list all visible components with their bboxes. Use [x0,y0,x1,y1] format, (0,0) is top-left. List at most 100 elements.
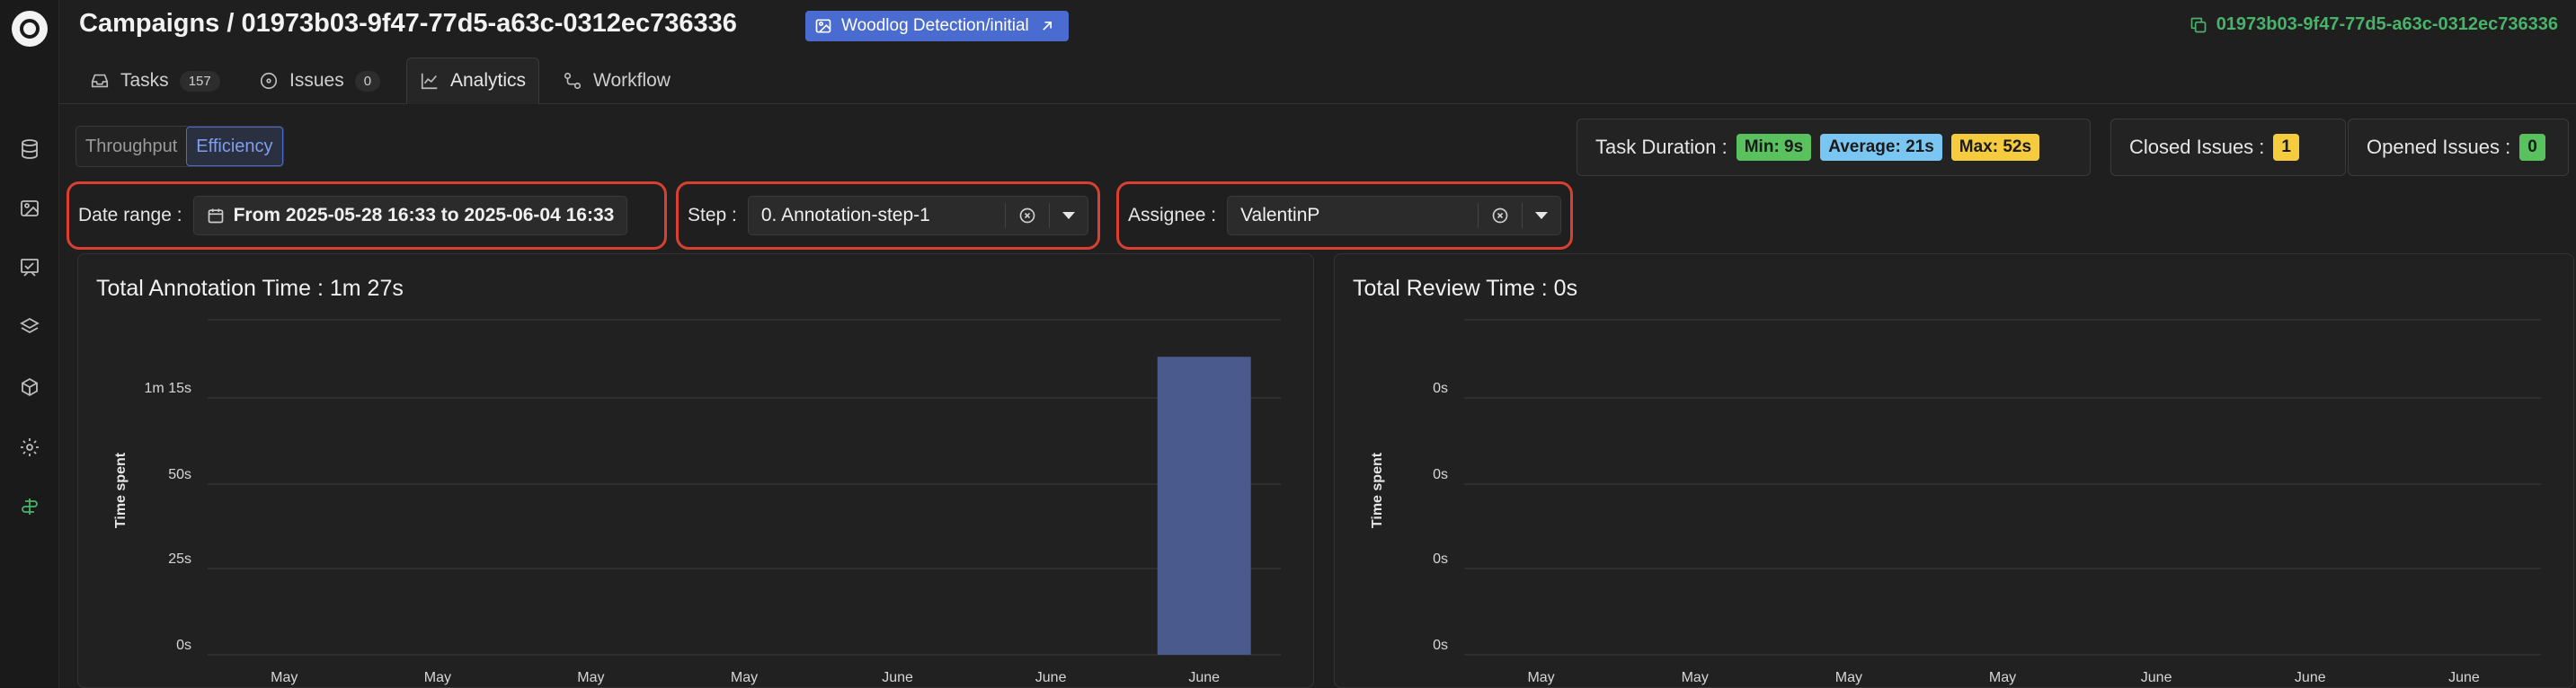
x-tick-label: June [2295,670,2326,685]
images-icon[interactable] [17,196,42,221]
tab-label: Workflow [593,70,671,91]
view-toggle: Throughput Efficiency [76,126,284,167]
divider [1522,203,1523,228]
opened-issues-count: 0 [2519,134,2545,161]
closed-issues-stat: Closed Issues : 1 [2110,119,2346,176]
layers-icon[interactable] [17,314,42,340]
sidebar [0,0,59,688]
annotation-time-chart: 0s 25s 50s 1m 15s Time spent May May May May June… [113,319,1281,685]
chart-title: Total Annotation Time : 1m 27s [96,276,404,301]
bar [1157,357,1251,655]
divider [1478,203,1479,228]
assignee-select[interactable]: ValentinP [1227,196,1561,235]
closed-issues-count: 1 [2273,134,2299,161]
y-tick-label: 25s [168,551,191,567]
x-tick-label: May [577,670,604,685]
tab-bar: Tasks 157 Issues 0 Analytics Workflow [59,54,2576,104]
assignee-select-controls [1478,203,1548,228]
date-range-label: Date range : [78,205,182,225]
review-time-card: Total Review Time : 0s 0s 0s 0s 0s Time spen… [1334,253,2574,688]
inbox-icon [91,74,109,88]
tab-workflow[interactable]: Workflow [550,57,683,104]
clear-icon[interactable] [1491,207,1509,225]
issue-icon [260,72,278,90]
page-title: Campaigns / 01973b03-9f47-77d5-a63c-0312… [79,9,737,38]
logo[interactable] [12,11,48,47]
x-tick-label: June [1188,670,1220,685]
workflow-icon [564,72,582,90]
divider [1005,203,1006,228]
x-tick-label: May [424,670,451,685]
date-range-value: From 2025-05-28 16:33 to 2025-06-04 16:3… [233,205,615,225]
task-duration-stat: Task Duration : Min: 9s Average: 21s Max… [1577,119,2091,176]
opened-issues-stat: Opened Issues : 0 [2348,119,2569,176]
tab-label: Issues [289,70,344,91]
y-tick-label: 0s [1433,638,1448,653]
dataset-badge-link[interactable]: Woodlog Detection/initial [805,11,1069,41]
toggle-throughput[interactable]: Throughput [85,136,178,156]
dataset-badge-label: Woodlog Detection/initial [841,16,1029,35]
copy-id-button[interactable]: 01973b03-9f47-77d5-a63c-0312ec736336 [2190,14,2558,35]
review-time-chart: 0s 0s 0s 0s Time spent May May May May June June Ju… [1370,319,2541,685]
step-label: Step : [688,205,737,225]
x-tick-label: June [1035,670,1067,685]
average-duration-badge: Average: 21s [1820,134,1942,161]
y-tick-label: 1m 15s [145,381,191,396]
assignee-label: Assignee : [1128,205,1217,225]
datasets-icon[interactable] [17,137,42,162]
tab-count: 0 [354,70,381,92]
chevron-down-icon[interactable] [1062,212,1075,219]
date-range-filter: Date range : From 2025-05-28 16:33 to 20… [67,181,667,250]
calendar-icon [208,208,223,224]
x-tick-label: May [1835,670,1862,685]
chart-line-icon [421,73,438,90]
y-tick-label: 0s [1433,467,1448,482]
x-tick-label: May [271,670,298,685]
x-tick-label: June [2448,670,2480,685]
y-tick-label: 0s [1433,551,1448,567]
y-axis-label: Time spent [1370,452,1385,528]
y-tick-label: 50s [168,467,191,482]
step-select-controls [1005,203,1075,228]
tab-count: 157 [179,70,220,92]
deploy-icon[interactable] [17,494,42,519]
models-icon[interactable] [17,375,42,401]
min-duration-badge: Min: 9s [1736,134,1812,161]
x-tick-label: May [1527,670,1554,685]
annotation-time-card: Total Annotation Time : 1m 27s 0s 25s 50s 1… [77,253,1314,688]
copy-icon [2190,17,2207,32]
step-select[interactable]: 0. Annotation-step-1 [747,196,1088,235]
page-header: Campaigns / 01973b03-9f47-77d5-a63c-0312… [59,0,2576,54]
clear-icon[interactable] [1018,207,1036,225]
assignee-value: ValentinP [1240,205,1320,225]
tab-issues[interactable]: Issues 0 [246,57,393,104]
tab-label: Tasks [120,70,169,91]
settings-icon[interactable] [17,435,42,460]
x-tick-label: June [2141,670,2172,685]
divider [1049,203,1050,228]
closed-issues-label: Closed Issues : [2129,136,2265,158]
step-filter: Step : 0. Annotation-step-1 [676,181,1100,250]
step-value: 0. Annotation-step-1 [760,205,930,225]
task-duration-label: Task Duration : [1595,136,1728,158]
chevron-down-icon[interactable] [1535,212,1548,219]
external-link-icon [1043,22,1052,31]
assignee-filter: Assignee : ValentinP [1116,181,1573,250]
x-tick-label: May [1989,670,2016,685]
opened-issues-label: Opened Issues : [2367,136,2511,158]
tab-analytics[interactable]: Analytics [406,57,540,104]
x-tick-label: May [731,670,758,685]
copy-id-label: 01973b03-9f47-77d5-a63c-0312ec736336 [2216,14,2558,34]
max-duration-badge: Max: 52s [1950,134,2040,161]
annotation-icon[interactable] [17,255,42,280]
y-tick-label: 0s [176,638,191,653]
toggle-efficiency[interactable]: Efficiency [186,127,283,166]
date-range-picker[interactable]: From 2025-05-28 16:33 to 2025-06-04 16:3… [192,196,628,235]
x-tick-label: June [882,670,913,685]
y-axis-label: Time spent [113,452,129,528]
x-tick-label: May [1682,670,1709,685]
tab-tasks[interactable]: Tasks 157 [77,57,233,104]
image-icon [815,19,831,33]
tab-label: Analytics [450,70,527,91]
